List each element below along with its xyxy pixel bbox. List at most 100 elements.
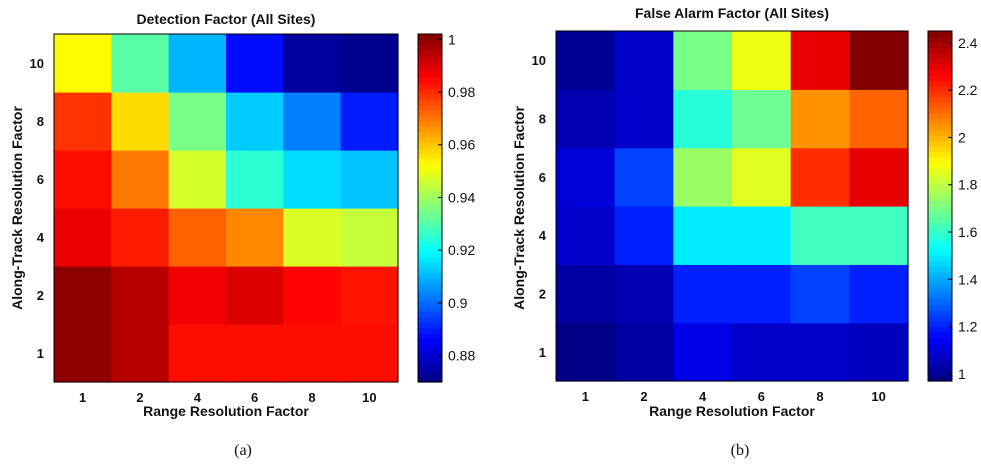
heatmap-cell <box>614 206 674 265</box>
colorbar-swatch <box>418 180 442 187</box>
heatmap-cell <box>54 208 112 267</box>
heatmap-cell <box>111 92 170 151</box>
colorbar-swatch <box>418 55 442 62</box>
y-tick-label: 8 <box>37 114 44 129</box>
colorbar-swatch <box>928 58 952 65</box>
plot-frame-a <box>53 33 399 383</box>
colorbar-swatch <box>418 175 442 182</box>
colorbar-swatch <box>928 47 952 54</box>
y-tick-label: 10 <box>30 56 44 71</box>
heatmap-cell <box>732 89 792 149</box>
colorbar-swatch <box>418 213 442 220</box>
colorbar-tick-label: 2 <box>958 129 966 145</box>
colorbar-frame <box>927 30 953 382</box>
colorbar-swatch <box>418 126 442 133</box>
heatmap-cell <box>226 208 284 267</box>
colorbar-swatch <box>418 365 442 372</box>
heatmap-cell <box>168 92 227 151</box>
colorbar-swatch <box>418 273 442 280</box>
heatmap-cell <box>790 147 850 207</box>
colorbar-tick-label: 0.94 <box>448 189 475 205</box>
heatmap-cell <box>614 31 674 90</box>
x-tick-label: 8 <box>308 390 315 405</box>
colorbar-tick-label: 1.8 <box>958 177 978 193</box>
colorbar-swatch <box>418 224 442 231</box>
heatmap-cell <box>556 206 616 265</box>
y-tick-label: 4 <box>37 230 45 245</box>
heatmap-cell <box>111 150 170 209</box>
heatmap-cell <box>226 34 284 93</box>
heatmap-cell <box>54 150 112 209</box>
heatmap-cell <box>614 322 674 382</box>
x-tick-label: 10 <box>362 390 376 405</box>
heatmap-cell <box>340 208 399 267</box>
heatmap-cell <box>283 34 342 93</box>
colorbar-swatch <box>928 353 952 360</box>
colorbar-swatch <box>418 164 442 171</box>
heatmap-cell <box>54 266 112 325</box>
x-tick-label: 2 <box>640 389 647 404</box>
colorbar-swatch <box>928 52 952 59</box>
colorbar-swatch <box>928 96 952 103</box>
y-tick-label: 10 <box>532 53 546 68</box>
heatmap-panel-a: Detection Factor (All Sites) 1 2 4 6 8 10 124… <box>9 11 475 459</box>
colorbar-swatch <box>418 115 442 122</box>
colorbar-swatch <box>418 256 442 263</box>
colorbar-swatch <box>418 360 442 367</box>
colorbar-swatch <box>418 343 442 350</box>
colorbar-swatch <box>418 110 442 117</box>
colorbar-swatch <box>418 202 442 209</box>
colorbar-swatch <box>418 333 442 340</box>
colorbar-tick-label: 0.88 <box>448 348 475 364</box>
colorbar-swatch <box>928 118 952 125</box>
colorbar-swatch <box>418 322 442 329</box>
colorbar-swatch <box>928 211 952 218</box>
colorbar-swatch <box>928 304 952 311</box>
x-ticks-b: 1 2 4 6 8 10 <box>582 389 886 404</box>
colorbar-swatch <box>928 288 952 295</box>
colorbar-swatch <box>418 262 442 269</box>
heatmap-cell <box>732 31 792 90</box>
heatmap-cell <box>849 206 909 265</box>
heatmap-cell <box>226 266 284 325</box>
heatmap-cell <box>673 322 733 382</box>
colorbar-swatch <box>928 238 952 245</box>
colorbar-swatch <box>928 222 952 229</box>
heatmap-cell <box>849 147 909 207</box>
colorbar-swatch <box>418 208 442 215</box>
colorbar-swatch <box>928 282 952 289</box>
colorbar-swatch <box>418 316 442 323</box>
heatmap-cell <box>283 208 342 267</box>
y-tick-label: 6 <box>539 170 546 185</box>
heatmap-cell <box>790 264 850 324</box>
colorbar-swatch <box>418 218 442 225</box>
colorbar-swatch <box>418 121 442 128</box>
colorbar-swatch <box>928 195 952 202</box>
colorbar-swatch <box>928 134 952 141</box>
colorbar-swatch <box>928 31 952 38</box>
heatmap-cells-a <box>54 34 399 383</box>
colorbar-swatch <box>928 102 952 109</box>
colorbar-swatch <box>418 311 442 318</box>
heatmap-cell <box>340 92 399 151</box>
chart-title-b: False Alarm Factor (All Sites) <box>635 5 829 21</box>
colorbar-swatch <box>418 338 442 345</box>
heatmap-cell <box>340 266 399 325</box>
heatmap-cell <box>283 266 342 325</box>
heatmap-cell <box>283 92 342 151</box>
colorbar-swatch <box>928 216 952 224</box>
x-tick-label: 2 <box>136 390 143 405</box>
y-tick-label: 6 <box>37 172 44 187</box>
colorbar-swatch <box>418 295 442 302</box>
heatmap-cell <box>614 147 674 207</box>
colorbar-swatch <box>418 66 442 73</box>
heatmap-cell <box>54 34 112 93</box>
colorbar-swatch <box>928 298 952 306</box>
heatmap-cell <box>732 147 792 207</box>
colorbar-swatch <box>928 233 952 240</box>
colorbar-swatch <box>418 77 442 84</box>
x-tick-label: 1 <box>79 390 86 405</box>
colorbar-swatch <box>418 284 442 291</box>
colorbar-swatch <box>928 244 952 251</box>
